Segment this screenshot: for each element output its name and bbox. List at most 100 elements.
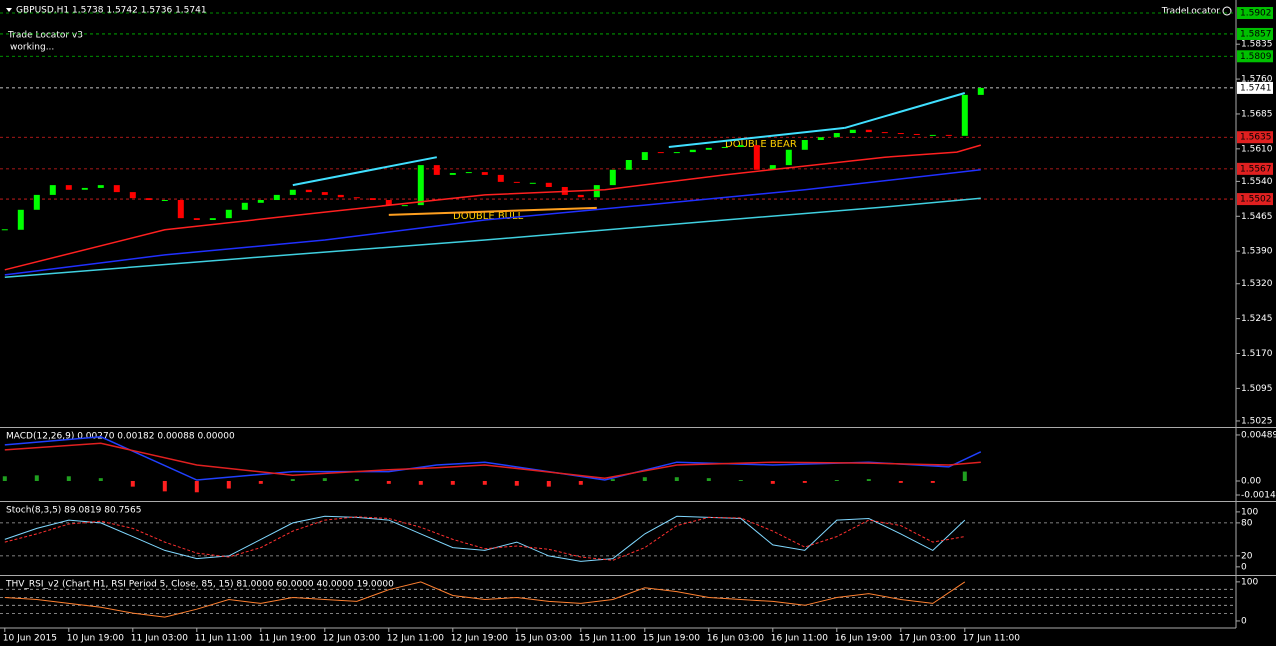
candle (401, 205, 408, 207)
histogram-bar (802, 480, 807, 483)
histogram-bar (962, 471, 967, 481)
annotation: DOUBLE BULL (453, 211, 524, 222)
histogram-bar (642, 477, 647, 481)
candle (225, 209, 232, 219)
candle (929, 134, 936, 136)
histogram-bar (130, 480, 135, 487)
candle (353, 197, 360, 199)
candle (369, 198, 376, 201)
candle (17, 209, 24, 230)
candle (321, 192, 328, 195)
trend-line (388, 206, 597, 216)
level-label: 1.5809 (1240, 52, 1272, 62)
trend-line (292, 156, 437, 187)
candle (721, 146, 728, 148)
moving-average (4, 169, 981, 276)
menu-arrow[interactable] (6, 8, 12, 12)
candle (881, 132, 888, 134)
candle (769, 165, 776, 170)
y-tick-label: 1.5025 (1241, 416, 1273, 426)
y-tick-label: 1.5610 (1241, 144, 1273, 154)
panel-title: Stoch(8,3,5) 89.0819 80.7565 (6, 506, 141, 516)
moving-average (4, 144, 982, 271)
candle (545, 182, 552, 187)
x-tick-label: 12 Jun 03:00 (323, 634, 380, 644)
level-label: 1.5741 (1240, 83, 1272, 93)
candle (145, 198, 152, 201)
y-tick-label: 1.5170 (1241, 349, 1273, 359)
panel-title: MACD(12,26,9) 0.00270 0.00182 0.00088 0.… (6, 432, 235, 442)
y-tick-label: 100 (1241, 507, 1258, 517)
x-tick-label: 11 Jun 11:00 (195, 634, 252, 644)
candle (897, 133, 904, 135)
histogram-bar (930, 480, 935, 483)
candle (241, 202, 248, 210)
y-tick-label: 80 (1241, 518, 1253, 528)
candle (673, 152, 680, 154)
y-tick-label: 1.5390 (1241, 247, 1273, 257)
candle (689, 149, 696, 153)
y-tick-label: 100 (1241, 577, 1258, 587)
x-tick-label: 16 Jun 11:00 (771, 634, 828, 644)
candle (945, 134, 952, 136)
rsi-line (4, 581, 966, 618)
candle (257, 200, 264, 203)
candle (977, 87, 984, 95)
histogram-bar (898, 480, 903, 483)
candle (49, 185, 56, 195)
candle (337, 194, 344, 198)
candle (305, 189, 312, 193)
y-tick-label: 1.5465 (1241, 212, 1273, 222)
x-tick-label: 16 Jun 03:00 (707, 634, 764, 644)
tool-icon[interactable] (1222, 6, 1232, 16)
x-tick-label: 10 Jun 19:00 (67, 634, 124, 644)
y-tick-label: 0.00 (1241, 476, 1261, 486)
candle (529, 182, 536, 184)
candle (657, 152, 664, 154)
x-tick-label: 17 Jun 03:00 (899, 634, 956, 644)
y-tick-label: 20 (1241, 551, 1253, 561)
candle (465, 172, 472, 174)
x-tick-label: 10 Jun 2015 (3, 634, 57, 644)
histogram-bar (354, 479, 359, 481)
x-tick-label: 11 Jun 19:00 (259, 634, 316, 644)
y-tick-label: 1.5320 (1241, 279, 1273, 289)
level-box (1237, 131, 1273, 144)
histogram-bar (578, 480, 583, 485)
candle (417, 165, 424, 206)
chart-title: GBPUSD,H1 1.5738 1.5742 1.5736 1.5741 (16, 6, 207, 16)
y-tick-label: 1.5245 (1241, 314, 1273, 324)
candle (913, 133, 920, 135)
candle (753, 145, 760, 170)
level-label: 1.5502 (1240, 195, 1272, 205)
candle (593, 185, 600, 198)
histogram-bar (386, 480, 391, 484)
histogram-bar (674, 477, 679, 481)
candle (849, 129, 856, 134)
histogram-bar (770, 480, 775, 484)
histogram-bar (322, 478, 327, 481)
annotation: DOUBLE BEAR (725, 139, 797, 150)
y-tick-label: 1.5685 (1241, 109, 1273, 119)
candle (865, 129, 872, 133)
candle (625, 160, 632, 170)
x-tick-label: 15 Jun 19:00 (643, 634, 700, 644)
level-box (1237, 193, 1273, 206)
candle (801, 140, 808, 150)
x-tick-label: 15 Jun 03:00 (515, 634, 572, 644)
histogram-bar (98, 478, 103, 481)
candle (177, 200, 184, 219)
candle (817, 137, 824, 141)
moving-average (4, 197, 981, 278)
macd-line (4, 436, 982, 481)
level-box (1237, 162, 1273, 175)
candle (65, 185, 72, 190)
candle (289, 189, 296, 195)
level-box (1237, 27, 1273, 40)
candle (737, 145, 744, 147)
candle (193, 218, 200, 221)
level-box (1237, 50, 1273, 63)
candle (833, 133, 840, 138)
x-tick-label: 17 Jun 11:00 (963, 634, 1020, 644)
